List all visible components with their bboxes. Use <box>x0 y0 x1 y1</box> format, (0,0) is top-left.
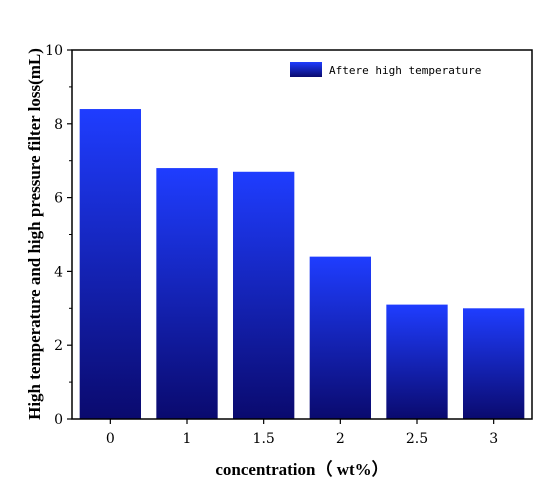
x-tick-label-3: 2 <box>336 431 345 447</box>
bar-3 <box>309 256 371 419</box>
y-axis: 0 2 4 6 8 10 <box>45 43 72 428</box>
x-axis: 0 1 1.5 2 2.5 3 <box>106 419 498 447</box>
x-tick-label-2: 1.5 <box>253 431 275 447</box>
x-tick-label-1: 1 <box>183 431 192 447</box>
legend-swatch <box>290 62 322 77</box>
y-tick-label-2: 4 <box>54 264 63 280</box>
y-tick-label-3: 6 <box>54 191 63 207</box>
x-tick-label-5: 3 <box>489 431 498 447</box>
x-tick-label-4: 2.5 <box>406 431 428 447</box>
y-tick-label-0: 0 <box>54 412 63 428</box>
y-tick-label-1: 2 <box>54 338 63 354</box>
bar-2 <box>233 171 295 419</box>
legend-label: Aftere high temperature <box>329 64 481 77</box>
bar-5 <box>463 308 525 419</box>
bar-4 <box>386 304 448 419</box>
bar-1 <box>156 168 218 419</box>
y-axis-title: High temperature and high pressure filte… <box>25 48 44 420</box>
x-axis-title: concentration（ wt%） <box>215 459 388 479</box>
bar-0 <box>79 109 141 419</box>
bars-group <box>79 109 525 419</box>
y-tick-label-5: 10 <box>45 43 63 59</box>
legend: Aftere high temperature <box>290 62 481 77</box>
y-tick-label-4: 8 <box>54 117 63 133</box>
x-tick-label-0: 0 <box>106 431 115 447</box>
